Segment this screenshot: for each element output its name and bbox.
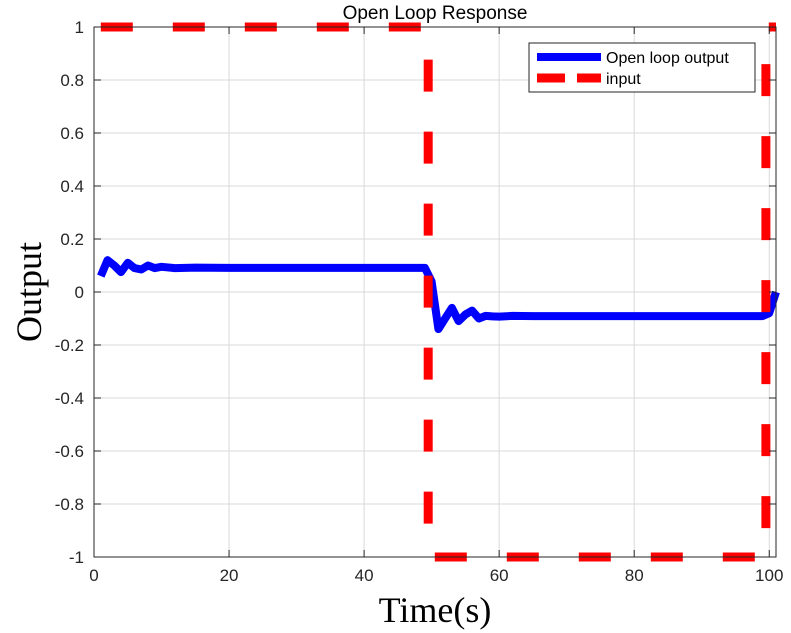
y-tick-label: 0.4 [60, 177, 84, 196]
x-tick-label: 20 [220, 566, 239, 585]
x-tick-label: 100 [755, 566, 783, 585]
series-line-open-loop-output [97, 256, 780, 334]
legend-box [528, 42, 756, 93]
x-tick-label: 80 [625, 566, 644, 585]
tick-layer: 0 20 40 60 80 100 1 0.8 0.6 0.4 0.2 0 -0.2 -0.4 -0.6 -0… [55, 18, 784, 585]
chart-title: Open Loop Response [343, 3, 528, 24]
y-tick-label: -0.8 [55, 495, 84, 514]
x-axis-title: Time(s) [379, 590, 492, 630]
y-axis-title: Output [9, 242, 49, 342]
y-tick-label: 0.8 [60, 71, 84, 90]
legend: Open loop output input [528, 42, 756, 93]
legend-label-input: input [606, 71, 641, 88]
y-tick-label: 0.6 [60, 124, 84, 143]
y-tick-label: -0.6 [55, 442, 84, 461]
y-tick-label: 0.2 [60, 230, 84, 249]
y-tick-label: -1 [69, 548, 84, 567]
legend-label-open-loop-output: Open loop output [606, 50, 729, 67]
x-tick-label: 60 [490, 566, 509, 585]
y-tick-label: 0 [75, 283, 84, 302]
x-tick-label: 0 [89, 566, 98, 585]
y-tick-label: -0.2 [55, 336, 84, 355]
y-tick-label: 1 [75, 18, 84, 37]
y-tick-label: -0.4 [55, 389, 84, 408]
x-tick-label: 40 [355, 566, 374, 585]
